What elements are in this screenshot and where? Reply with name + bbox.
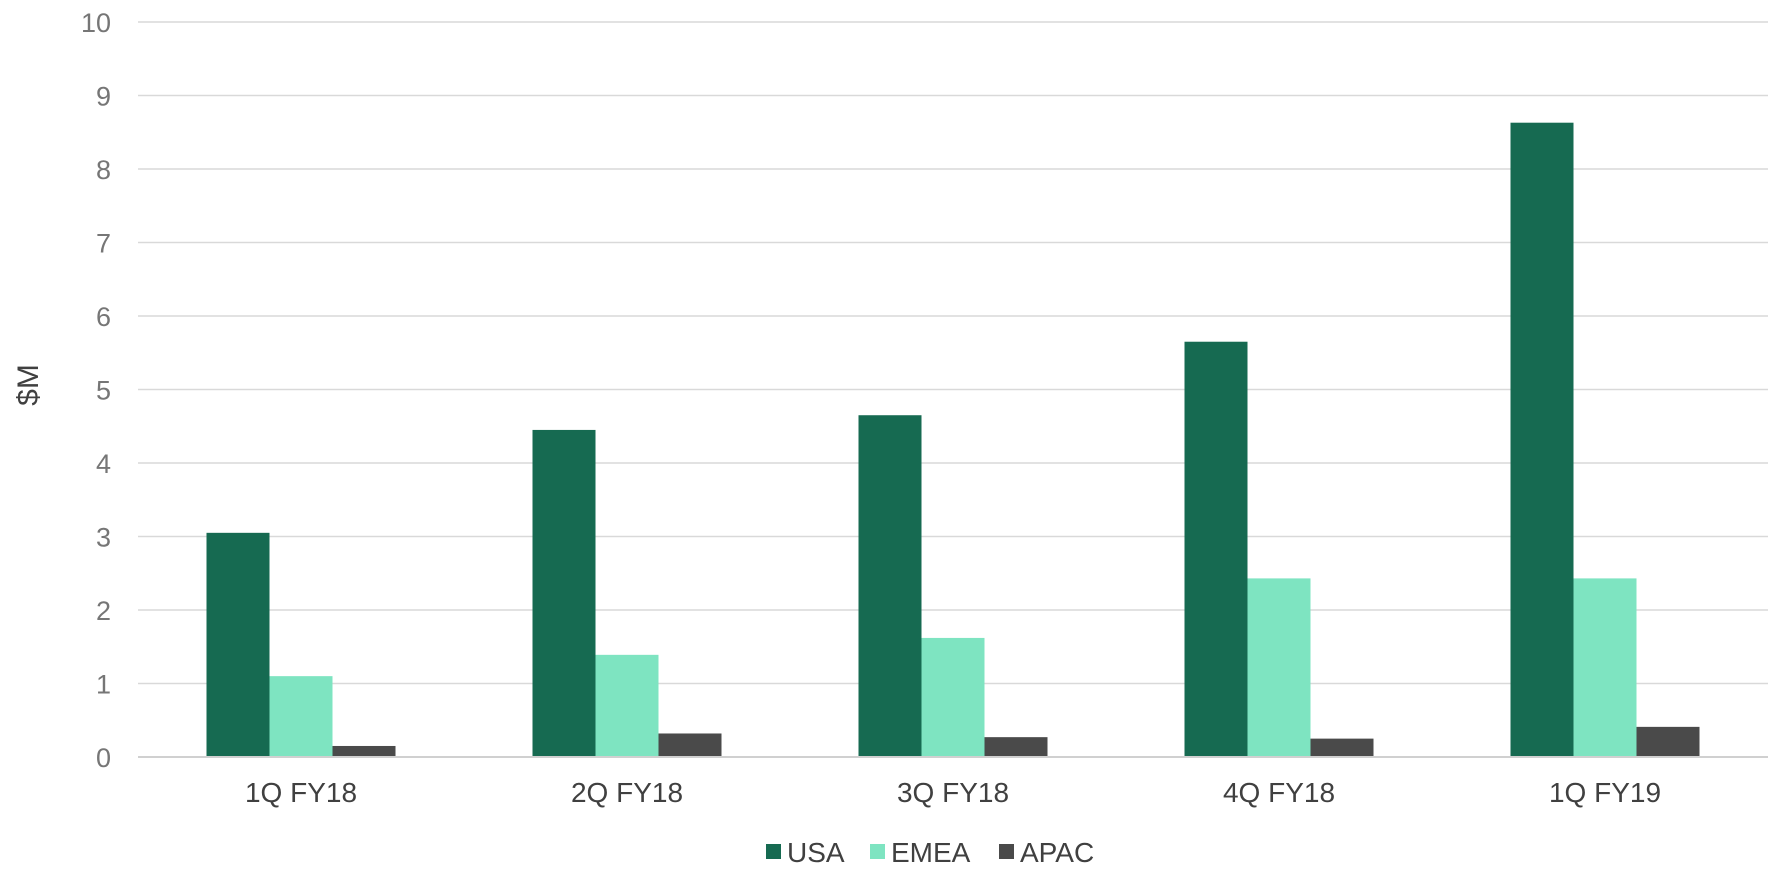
bar-apac-5 xyxy=(1636,726,1700,757)
y-tick-label: 10 xyxy=(81,8,111,38)
legend-swatch-emea xyxy=(870,844,885,859)
bar-emea-5 xyxy=(1573,578,1637,757)
bar-emea-2 xyxy=(595,654,659,757)
bar-emea-4 xyxy=(1247,578,1311,757)
bar-emea-1 xyxy=(269,676,333,757)
y-tick-label: 9 xyxy=(96,82,111,112)
y-tick-label: 3 xyxy=(96,523,111,553)
legend-label-emea: EMEA xyxy=(891,837,971,868)
y-tick-label: 2 xyxy=(96,596,111,626)
bar-apac-2 xyxy=(658,733,722,757)
bar-apac-1 xyxy=(332,745,396,757)
gridlines xyxy=(138,21,1768,685)
x-axis-ticks: 1Q FY18 2Q FY18 3Q FY18 4Q FY18 1Q FY19 xyxy=(245,777,1661,808)
legend-label-apac: APAC xyxy=(1020,837,1094,868)
legend: USA EMEA APAC xyxy=(766,837,1094,868)
y-tick-label: 8 xyxy=(96,155,111,185)
bar-apac-4 xyxy=(1310,738,1374,757)
y-axis-ticks: 0 1 2 3 4 5 6 7 8 9 10 xyxy=(81,8,111,773)
bar-usa-2 xyxy=(532,429,596,757)
bar-usa-3 xyxy=(858,415,922,757)
bars xyxy=(206,122,1700,757)
bar-usa-5 xyxy=(1510,122,1574,757)
legend-swatch-apac xyxy=(999,844,1014,859)
x-tick-label: 2Q FY18 xyxy=(571,777,683,808)
legend-swatch-usa xyxy=(766,844,781,859)
bar-apac-3 xyxy=(984,737,1048,757)
y-tick-label: 7 xyxy=(96,229,111,259)
y-axis-label: $M xyxy=(12,364,45,406)
y-tick-label: 4 xyxy=(96,449,111,479)
x-tick-label: 1Q FY18 xyxy=(245,777,357,808)
bar-emea-3 xyxy=(921,637,985,757)
y-tick-label: 6 xyxy=(96,302,111,332)
legend-label-usa: USA xyxy=(787,837,845,868)
y-tick-label: 1 xyxy=(96,670,111,700)
bar-usa-1 xyxy=(206,532,270,757)
y-tick-label: 5 xyxy=(96,376,111,406)
x-tick-label: 4Q FY18 xyxy=(1223,777,1335,808)
y-tick-label: 0 xyxy=(96,743,111,773)
x-tick-label: 3Q FY18 xyxy=(897,777,1009,808)
bar-usa-4 xyxy=(1184,341,1248,757)
x-tick-label: 1Q FY19 xyxy=(1549,777,1661,808)
